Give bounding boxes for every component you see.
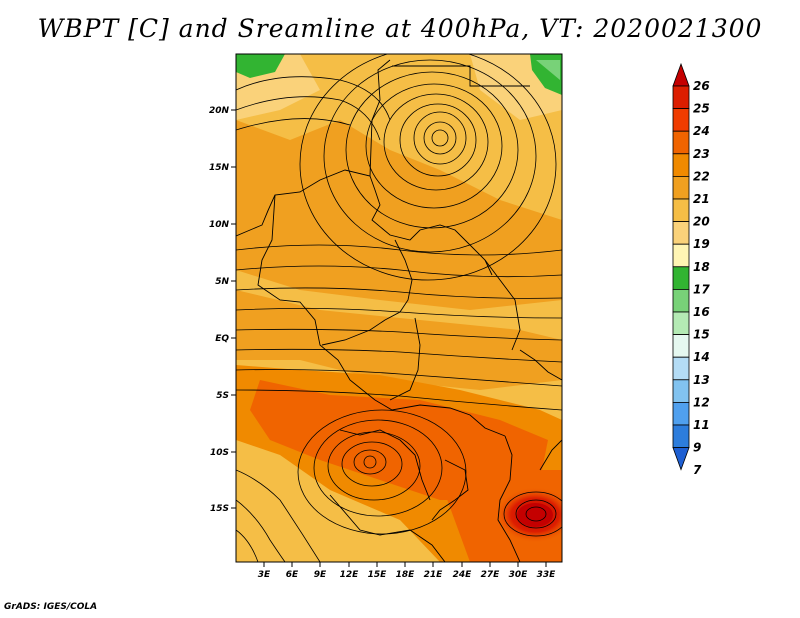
lat-label: 10S: [210, 448, 229, 458]
colorbar-segment: [672, 108, 690, 132]
lon-label: 24E: [453, 570, 473, 580]
colorbar-label: 12: [693, 395, 710, 409]
lon-label: 21E: [424, 570, 444, 580]
lon-label: 33E: [537, 570, 557, 580]
colorbar-label: 14: [693, 350, 710, 364]
lat-label: 20N: [209, 106, 230, 116]
grads-credit: GrADS: IGES/COLA: [4, 602, 98, 612]
colorbar-label: 26: [693, 79, 710, 93]
colorbar-segment: [672, 266, 690, 290]
lat-label: 15S: [210, 504, 229, 514]
lon-label: 30E: [509, 570, 529, 580]
lat-axis: 20N 15N 10N 5N EQ 5S 10S 15S: [209, 106, 236, 514]
lon-label: 9E: [314, 570, 327, 580]
lon-label: 18E: [396, 570, 416, 580]
lon-label: 27E: [481, 570, 501, 580]
colorbar-label: 23: [693, 147, 710, 161]
country-borders: [236, 59, 562, 562]
colorbar-segment: [672, 153, 690, 177]
colorbar-segment: [672, 221, 690, 245]
colorbar-segment: [672, 311, 690, 336]
map-frame: [235, 53, 563, 563]
wbpt-field: [236, 54, 562, 562]
map-title: WBPT [C] and Sreamline at 400hPa, VT: 20…: [37, 14, 763, 43]
colorbar-label: 11: [693, 418, 710, 432]
colorbar-segment: [672, 379, 690, 403]
colorbar-segment: [672, 85, 690, 110]
colorbar-segment: [672, 175, 690, 200]
colorbar-label: 7: [693, 463, 702, 477]
colorbar: 26 25 24 23 22 21 20 19 18 17 16 15 14 13 12 11 9 7: [672, 62, 710, 477]
colorbar-label: 21: [693, 192, 710, 206]
colorbar-label: 9: [693, 441, 701, 455]
colorbar-segment: [672, 288, 690, 313]
colorbar-label: 22: [693, 169, 710, 183]
colorbar-label: 13: [693, 373, 710, 387]
lon-label: 12E: [340, 570, 360, 580]
lat-label: 5N: [215, 277, 229, 287]
colorbar-label: 17: [693, 282, 710, 296]
colorbar-arrow-bottom: [672, 447, 690, 471]
colorbar-label: 18: [693, 260, 710, 274]
lat-label: 15N: [209, 163, 230, 173]
colorbar-segment: [672, 356, 690, 381]
colorbar-label: 19: [693, 237, 710, 251]
colorbar-segment: [672, 401, 690, 426]
lat-label: EQ: [215, 334, 229, 344]
colorbar-segment: [672, 424, 690, 449]
colorbar-segment: [672, 198, 690, 223]
colorbar-segment: [672, 243, 690, 268]
colorbar-label: 24: [693, 124, 710, 138]
lon-axis: 3E 6E 9E 12E 15E 18E 21E 24E 27E 30E 33E: [258, 562, 556, 580]
colorbar-label: 25: [693, 102, 710, 116]
colorbar-label: 20: [693, 215, 710, 229]
colorbar-label: 16: [693, 305, 710, 319]
colorbar-segment: [672, 130, 690, 155]
colorbar-segment: [672, 334, 690, 358]
lat-label: 5S: [216, 391, 229, 401]
lon-label: 3E: [258, 570, 271, 580]
colorbar-label: 15: [693, 328, 710, 342]
colorbar-arrow-top: [672, 62, 690, 87]
lon-label: 6E: [286, 570, 299, 580]
lon-label: 15E: [368, 570, 388, 580]
lat-label: 10N: [209, 220, 230, 230]
